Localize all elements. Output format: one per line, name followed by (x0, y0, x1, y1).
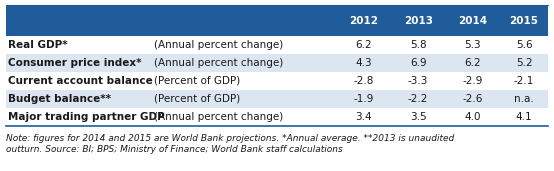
Bar (6, 90, 548, 108)
Text: -2.8: -2.8 (353, 76, 374, 86)
Text: Note: figures for 2014 and 2015 are World Bank projections. *Annual average. **2: Note: figures for 2014 and 2015 are Worl… (6, 134, 454, 154)
Text: (Percent of GDP): (Percent of GDP) (155, 76, 240, 86)
Text: 5.6: 5.6 (516, 40, 532, 50)
Text: 4.0: 4.0 (464, 112, 481, 122)
Text: n.a.: n.a. (514, 94, 534, 104)
Text: 5.3: 5.3 (464, 40, 481, 50)
Text: -1.9: -1.9 (353, 94, 374, 104)
Text: (Annual percent change): (Annual percent change) (155, 58, 284, 68)
Text: 4.1: 4.1 (516, 112, 532, 122)
Text: 6.2: 6.2 (356, 40, 372, 50)
Bar (6, 54, 548, 72)
Text: 5.8: 5.8 (410, 40, 427, 50)
Text: 2014: 2014 (458, 16, 487, 25)
Text: 2013: 2013 (404, 16, 433, 25)
Text: (Percent of GDP): (Percent of GDP) (155, 94, 240, 104)
Bar (6, 5, 548, 36)
Text: -2.1: -2.1 (514, 76, 534, 86)
Text: 3.5: 3.5 (410, 112, 427, 122)
Text: 2015: 2015 (510, 16, 538, 25)
Bar (6, 36, 548, 54)
Text: 6.9: 6.9 (410, 58, 427, 68)
Bar (6, 108, 548, 126)
Text: 3.4: 3.4 (356, 112, 372, 122)
Text: -2.9: -2.9 (462, 76, 483, 86)
Text: -3.3: -3.3 (408, 76, 428, 86)
Text: Current account balance: Current account balance (8, 76, 152, 86)
Text: Budget balance**: Budget balance** (8, 94, 111, 104)
Text: 4.3: 4.3 (356, 58, 372, 68)
Text: 2012: 2012 (350, 16, 378, 25)
Text: Major trading partner GDP: Major trading partner GDP (8, 112, 165, 122)
Text: Real GDP*: Real GDP* (8, 40, 68, 50)
Text: (Annual percent change): (Annual percent change) (155, 40, 284, 50)
Text: 5.2: 5.2 (516, 58, 532, 68)
Text: -2.2: -2.2 (408, 94, 428, 104)
Text: Consumer price index*: Consumer price index* (8, 58, 141, 68)
Text: 6.2: 6.2 (464, 58, 481, 68)
Bar (6, 72, 548, 90)
Text: (Annual percent change): (Annual percent change) (155, 112, 284, 122)
Text: -2.6: -2.6 (462, 94, 483, 104)
